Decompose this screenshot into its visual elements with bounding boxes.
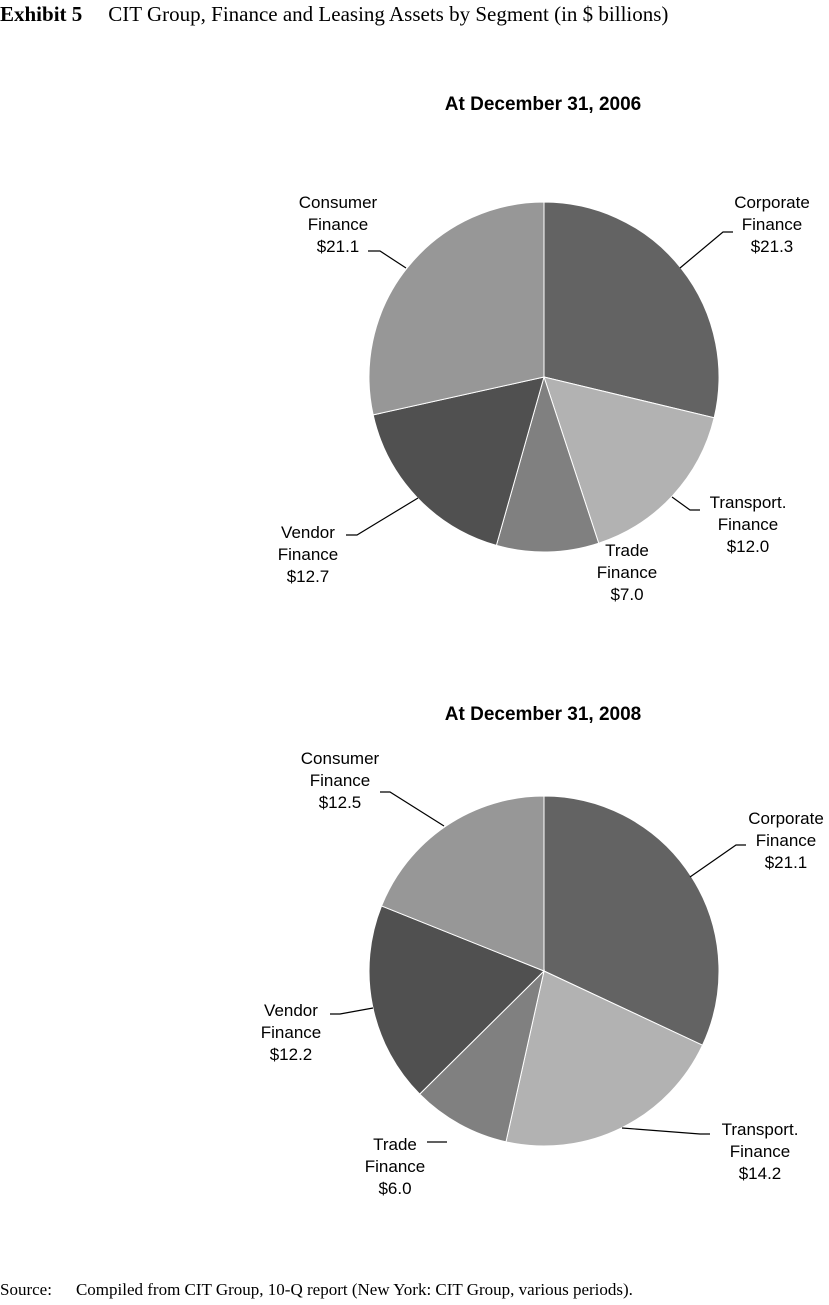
- source-label: Source:: [0, 1280, 52, 1299]
- leader-line-vendor-finance: [330, 1007, 374, 1015]
- leader-line-transport-finance: [671, 496, 700, 511]
- leader-line-vendor-finance: [346, 497, 419, 536]
- pie-slice-trade-finance: [495, 375, 600, 553]
- pie-slice-consumer-finance: [380, 795, 545, 972]
- slice-label-consumer-finance: Consumer Finance $12.5: [301, 749, 380, 812]
- pie-slice-corporate-finance: [543, 795, 720, 1046]
- slice-label-corporate-finance: Corporate Finance $21.3: [734, 193, 810, 256]
- chart-title: At December 31, 2006: [445, 94, 641, 115]
- pie-chart-2: At December 31, 2008 Corporate Finance $21.…: [261, 704, 824, 1198]
- source-note: Source: Compiled from CIT Group, 10-Q rep…: [0, 1279, 633, 1301]
- slice-label-corporate-finance: Corporate Finance $21.1: [748, 809, 824, 872]
- slice-label-transport-finance: Transport. Finance $14.2: [722, 1120, 799, 1183]
- pie-slice-consumer-finance: [368, 201, 545, 416]
- pie-slice-transport-finance: [543, 376, 715, 544]
- leader-line-transport-finance: [621, 1127, 710, 1135]
- pie-slice-trade-finance: [418, 969, 545, 1143]
- exhibit-title: CIT Group, Finance and Leasing Assets by…: [108, 2, 669, 26]
- slice-label-transport-finance: Transport. Finance $12.0: [710, 493, 787, 556]
- exhibit-header: Exhibit 5 CIT Group, Finance and Leasing …: [0, 0, 668, 28]
- slice-label-vendor-finance: Vendor Finance $12.2: [261, 1001, 321, 1064]
- pie-slice-vendor-finance: [368, 905, 545, 1095]
- slice-label-trade-finance: Trade Finance $6.0: [365, 1135, 425, 1198]
- source-text: Compiled from CIT Group, 10-Q report (Ne…: [75, 1280, 633, 1299]
- exhibit-label: Exhibit 5: [0, 2, 83, 26]
- pie-slice-vendor-finance: [372, 376, 545, 547]
- pie-chart-1: At December 31, 2006 Corporate Finance $21.…: [278, 94, 810, 604]
- pie-slice-transport-finance: [505, 970, 704, 1147]
- leader-line-corporate-finance: [689, 844, 746, 878]
- pie-slice-corporate-finance: [543, 201, 720, 419]
- leader-line-consumer-finance: [368, 250, 407, 269]
- chart-title: At December 31, 2008: [445, 704, 641, 725]
- leader-line-corporate-finance: [679, 231, 733, 269]
- slice-label-consumer-finance: Consumer Finance $21.1: [299, 193, 378, 256]
- slice-label-vendor-finance: Vendor Finance $12.7: [278, 523, 338, 586]
- leader-line-consumer-finance: [380, 791, 445, 827]
- slice-label-trade-finance: Trade Finance $7.0: [597, 541, 657, 604]
